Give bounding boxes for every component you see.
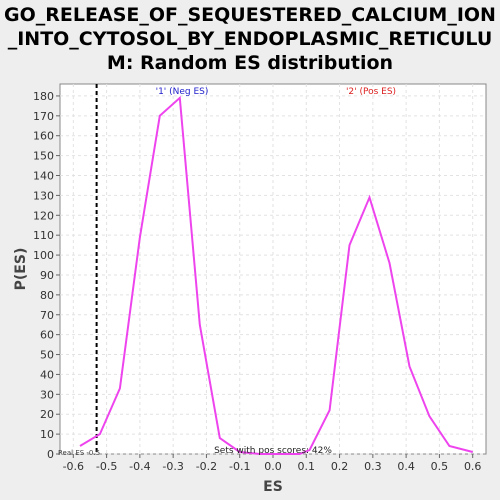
y-tick-label: 160 <box>33 130 54 143</box>
y-tick-label: 70 <box>40 309 54 322</box>
x-axis-ticks: -0.6 -0.5 -0.4 -0.3 -0.2 -0.1 0.0 0.1 0.2 0.3 0.4 0… <box>63 454 482 473</box>
x-tick-label: -0.5 <box>96 460 117 473</box>
x-tick-label: 0.5 <box>431 460 449 473</box>
x-tick-label: 0.0 <box>264 460 282 473</box>
y-axis-ticks: 0 10 20 30 40 50 60 70 80 90 100 110 120 130 140 150 160… <box>33 90 60 461</box>
y-tick-label: 40 <box>40 368 54 381</box>
y-tick-label: 60 <box>40 329 54 342</box>
real-es-label: Real ES -0.5 <box>58 449 100 457</box>
x-tick-label: 0.1 <box>298 460 316 473</box>
x-tick-label: -0.3 <box>162 460 183 473</box>
neg-es-label: '1' (Neg ES) <box>156 87 209 97</box>
pos-es-label: '2' (Pos ES) <box>346 87 396 97</box>
chart-title-line-1: GO_RELEASE_OF_SEQUESTERED_CALCIUM_ION <box>4 4 496 26</box>
x-tick-label: 0.2 <box>331 460 349 473</box>
chart-title-line-2: _INTO_CYTOSOL_BY_ENDOPLASMIC_RETICULU <box>7 28 493 50</box>
x-tick-label: 0.3 <box>364 460 382 473</box>
x-tick-label: 0.6 <box>464 460 482 473</box>
y-tick-label: 150 <box>33 150 54 163</box>
y-tick-label: 120 <box>33 209 54 222</box>
x-axis-label: ES <box>263 479 283 495</box>
y-tick-label: 50 <box>40 349 54 362</box>
y-tick-label: 170 <box>33 110 54 123</box>
chart-title-line-3: M: Random ES distribution <box>106 52 394 74</box>
y-tick-label: 140 <box>33 170 54 183</box>
y-tick-label: 0 <box>47 448 54 461</box>
y-tick-label: 100 <box>33 249 54 262</box>
y-tick-label: 130 <box>33 189 54 202</box>
y-tick-label: 20 <box>40 408 54 421</box>
x-tick-label: -0.2 <box>196 460 217 473</box>
x-tick-label: -0.6 <box>63 460 84 473</box>
y-tick-label: 10 <box>40 428 54 441</box>
grid-lines <box>60 84 486 455</box>
y-tick-label: 80 <box>40 289 54 302</box>
y-tick-label: 90 <box>40 269 54 282</box>
y-tick-label: 110 <box>33 229 54 242</box>
chart-title: GO_RELEASE_OF_SEQUESTERED_CALCIUM_ION _I… <box>0 3 500 75</box>
x-tick-label: -0.4 <box>129 460 150 473</box>
x-tick-label: -0.1 <box>229 460 250 473</box>
y-tick-label: 30 <box>40 388 54 401</box>
y-tick-label: 180 <box>33 90 54 103</box>
x-tick-label: 0.4 <box>397 460 415 473</box>
series-line <box>79 95 473 455</box>
sets-pos-label: Sets with pos scores: 42% <box>214 446 332 456</box>
y-axis-label: P(ES) <box>13 248 29 291</box>
